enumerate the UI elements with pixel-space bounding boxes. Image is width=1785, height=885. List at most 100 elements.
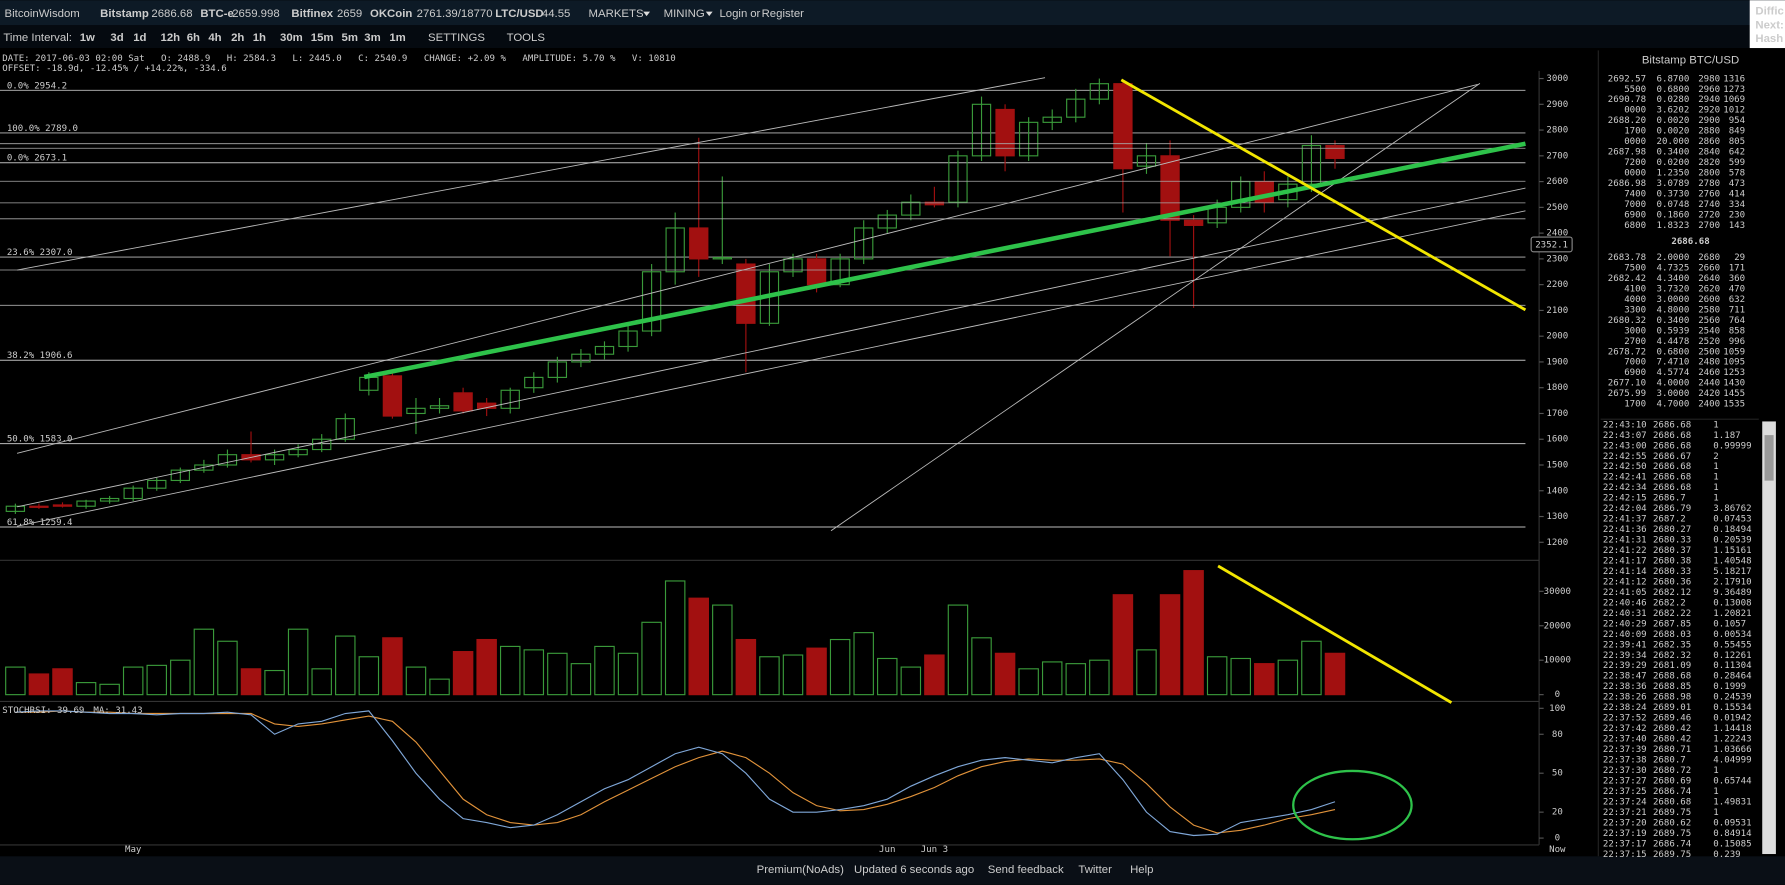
trade-price: 2680.27	[1653, 525, 1691, 535]
volume-bar	[99, 683, 120, 696]
orderbook-cell: 1059	[1723, 347, 1745, 357]
settings[interactable]: SETTINGS	[428, 32, 485, 44]
interval[interactable]: 5m	[342, 32, 358, 44]
top-bar	[0, 0, 1785, 26]
orderbook-cell: 3000	[1624, 326, 1646, 336]
tools[interactable]: TOOLS	[507, 32, 546, 44]
trade-price: 2688.85	[1653, 682, 1691, 692]
interval[interactable]: 2h	[231, 32, 244, 44]
orderbook-cell: 4.5774	[1657, 368, 1690, 378]
menu[interactable]: MARKETS	[589, 8, 644, 20]
ticker-price: 2659.998	[232, 8, 279, 20]
orderbook-cell: 7.4710	[1657, 358, 1690, 368]
difficulty-box	[1749, 0, 1785, 49]
fib-label: 100.0% 2789.0	[7, 124, 78, 134]
candle-body	[547, 361, 568, 378]
interval[interactable]: 30m	[280, 32, 303, 44]
orderbook-cell: 7000	[1624, 358, 1646, 368]
trade-time: 22:40:31	[1603, 609, 1647, 619]
orderbook-cell: 0.0020	[1657, 116, 1690, 126]
orderbook-cell: 599	[1729, 158, 1745, 168]
orderbook-cell: 2620	[1698, 284, 1720, 294]
interval[interactable]: 12h	[161, 32, 181, 44]
ticker-price: 44.55	[542, 8, 570, 20]
trade-amount: 1.49831	[1713, 797, 1751, 807]
interval[interactable]: 15m	[311, 32, 334, 44]
brand[interactable]: BitcoinWisdom	[5, 8, 80, 20]
footer-link[interactable]: Send feedback	[988, 864, 1064, 876]
orderbook-cell: 4.7325	[1657, 263, 1690, 273]
orderbook-cell: 764	[1729, 316, 1746, 326]
trade-price: 2681.09	[1653, 661, 1691, 671]
volume-bar	[971, 637, 992, 696]
trade-time: 22:41:31	[1603, 536, 1647, 546]
y-tick-label: 2000	[1546, 332, 1568, 342]
candle-body	[99, 497, 120, 502]
orderbook-cell: 0.3400	[1657, 148, 1690, 158]
register[interactable]: Register	[762, 8, 805, 20]
volume-bar	[405, 666, 427, 696]
candle-body	[1136, 155, 1157, 167]
volume-bar	[335, 635, 356, 696]
orderbook-cell: 2940	[1698, 95, 1720, 105]
trade-amount: 1.15161	[1713, 546, 1751, 556]
ticker-name[interactable]: BTC-e	[200, 8, 234, 20]
orderbook-cell: 0.6800	[1657, 347, 1690, 357]
trade-amount: 0.09531	[1713, 818, 1751, 828]
footer-link[interactable]: Premium(NoAds)	[757, 864, 844, 876]
orderbook-cell: 4000	[1624, 295, 1646, 305]
y-tick-label: 1700	[1546, 409, 1568, 419]
trade-amount: 0.13008	[1713, 598, 1751, 608]
stochrsi-label: STOCHRSI: 39.69	[2, 706, 84, 716]
candle-body	[830, 258, 850, 286]
scroll-thumb[interactable]	[1764, 435, 1774, 481]
trade-price: 2680.68	[1653, 797, 1691, 807]
volume-bar	[547, 652, 568, 696]
interval[interactable]: 3m	[364, 32, 380, 44]
scrollbar[interactable]	[1762, 421, 1776, 855]
stochrsi-ma-label: MA: 31.43	[93, 706, 142, 716]
volume-bar	[146, 664, 168, 696]
trade-time: 22:41:17	[1603, 557, 1647, 567]
y-tick-label: 0	[1555, 690, 1560, 700]
trade-price: 2682.22	[1653, 609, 1691, 619]
trade-time: 22:40:46	[1603, 598, 1647, 608]
trade-price: 2680.69	[1653, 776, 1691, 786]
trade-price: 2689.75	[1653, 808, 1691, 818]
volume-bar	[1112, 594, 1134, 696]
ticker-name[interactable]: Bitfinex	[291, 8, 333, 20]
interval[interactable]: 1w	[80, 32, 95, 44]
interval[interactable]: 6h	[187, 32, 200, 44]
trade-price: 2687.85	[1653, 619, 1691, 629]
interval[interactable]: 1m	[389, 32, 405, 44]
interval[interactable]: 1h	[253, 32, 266, 44]
trade-amount: 1	[1713, 462, 1718, 472]
ticker-name[interactable]: Bitstamp	[100, 8, 149, 20]
orderbook-cell: 7500	[1624, 263, 1646, 273]
orderbook-cell: 143	[1729, 221, 1745, 231]
y-tick-label: 1200	[1546, 538, 1568, 548]
orderbook-cell: 0000	[1624, 137, 1646, 147]
menu[interactable]: MINING	[664, 8, 705, 20]
ticker-name[interactable]: LTC/USD	[495, 8, 543, 20]
orderbook-cell: 2600	[1698, 295, 1720, 305]
candle-body	[571, 353, 591, 363]
trade-amount: 1.22243	[1713, 735, 1751, 745]
footer-link[interactable]: Twitter	[1078, 864, 1112, 876]
trend-line	[363, 141, 1526, 380]
trade-time: 22:37:39	[1603, 745, 1647, 755]
interval[interactable]: 3d	[110, 32, 123, 44]
login[interactable]: Login	[719, 8, 747, 20]
orderbook-cell: 2820	[1698, 158, 1720, 168]
candle-body	[1183, 219, 1204, 226]
orderbook-cell: 2720	[1698, 210, 1720, 220]
footer-link[interactable]: Help	[1130, 864, 1153, 876]
candle-body	[217, 454, 238, 466]
trade-price: 2689.75	[1653, 850, 1691, 860]
channel-line	[16, 210, 1526, 527]
interval[interactable]: 4h	[208, 32, 221, 44]
trade-time: 22:42:04	[1603, 504, 1647, 514]
volume-bar	[429, 678, 450, 696]
ticker-name[interactable]: OKCoin	[370, 8, 412, 20]
interval[interactable]: 1d	[133, 32, 146, 44]
